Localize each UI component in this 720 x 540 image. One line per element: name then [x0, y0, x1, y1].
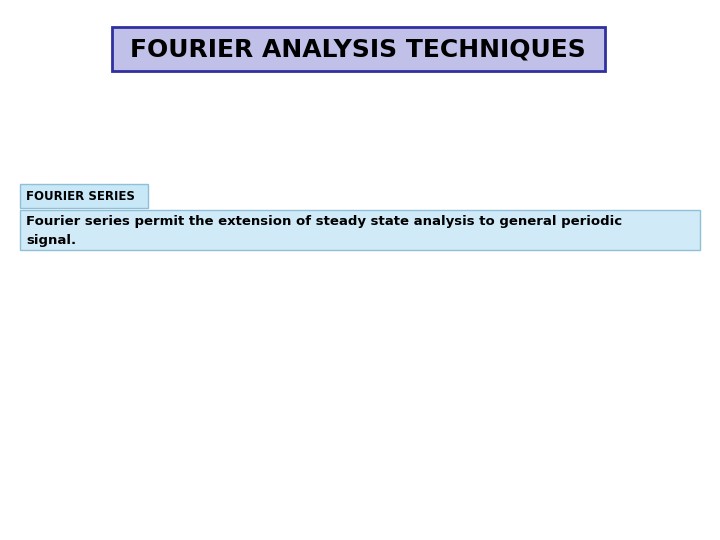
- FancyBboxPatch shape: [20, 210, 700, 250]
- Text: FOURIER SERIES: FOURIER SERIES: [26, 190, 135, 203]
- FancyBboxPatch shape: [112, 27, 605, 71]
- Text: FOURIER ANALYSIS TECHNIQUES: FOURIER ANALYSIS TECHNIQUES: [130, 37, 586, 61]
- Text: Fourier series permit the extension of steady state analysis to general periodic: Fourier series permit the extension of s…: [26, 215, 622, 247]
- FancyBboxPatch shape: [20, 184, 148, 208]
